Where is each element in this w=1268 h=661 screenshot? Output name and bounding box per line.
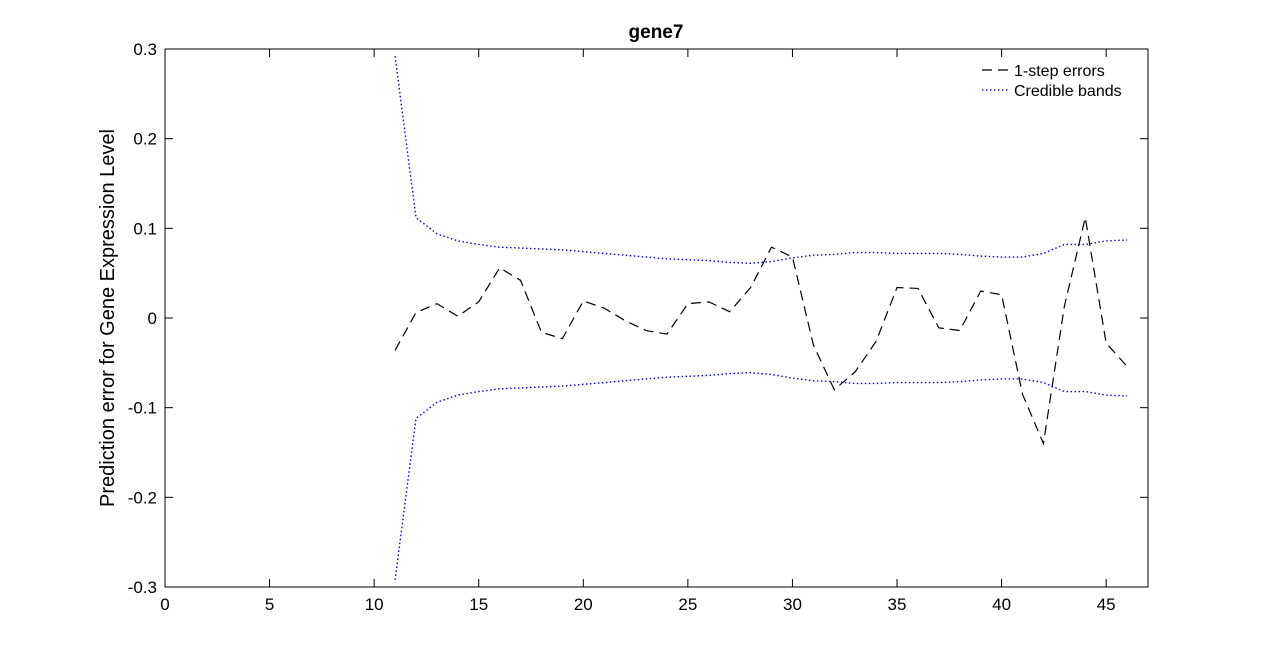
x-tick-label: 15: [469, 595, 488, 614]
x-tick-label: 45: [1097, 595, 1116, 614]
x-tick-label: 40: [992, 595, 1011, 614]
y-tick-label: -0.3: [128, 578, 157, 597]
plot-background: [165, 49, 1148, 587]
x-tick-label: 10: [365, 595, 384, 614]
y-tick-label: 0: [148, 309, 157, 328]
series-line-credible-band-upper: [394, 56, 1128, 265]
y-tick-label: 0.3: [133, 40, 157, 59]
axis-ticks: 0 5 10 15 20 25 30 35 40 45 -0.3 -0.2 -0.1 0 0.1 0.2 0.3: [128, 40, 1148, 614]
chart-title: gene7: [629, 22, 684, 43]
legend-label: 1-step errors: [1014, 63, 1105, 80]
y-axis-label: Prediction error for Gene Expression Lev…: [97, 129, 119, 507]
x-tick-label: 25: [678, 595, 697, 614]
y-tick-label: -0.2: [128, 488, 157, 507]
x-tick-label: 0: [160, 595, 169, 614]
series-layer: [394, 56, 1128, 580]
legend: 1-step errors Credible bands: [982, 63, 1122, 100]
legend-label: Credible bands: [1014, 83, 1122, 100]
x-tick-label: 20: [574, 595, 593, 614]
x-tick-label: 30: [783, 595, 802, 614]
plot-frame: [164, 48, 1149, 588]
x-tick-label: 35: [888, 595, 907, 614]
x-tick-label: 5: [265, 595, 274, 614]
series-line-credible-band-lower: [394, 371, 1128, 580]
y-tick-label: 0.1: [133, 219, 157, 238]
y-tick-label: -0.1: [128, 399, 157, 418]
y-tick-label: 0.2: [133, 130, 157, 149]
